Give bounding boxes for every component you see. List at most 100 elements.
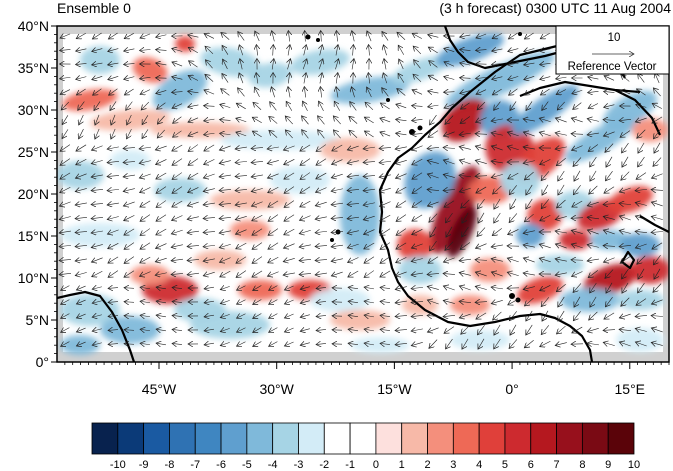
wind-vector (459, 160, 471, 164)
lat-tick-label: 35°N (18, 60, 49, 76)
wind-vector (204, 287, 214, 289)
wind-vector (92, 270, 103, 276)
wind-vector (156, 287, 166, 289)
wind-vector (476, 77, 487, 78)
wind-vector (603, 257, 615, 262)
wind-vector (252, 270, 263, 277)
wind-vector (107, 189, 119, 190)
wind-vector (127, 114, 132, 125)
wind-vector (429, 61, 438, 68)
anomaly-blob (632, 118, 668, 142)
wind-vector (123, 161, 135, 162)
wind-vector (75, 231, 88, 232)
wind-vector (475, 117, 487, 123)
wind-vector (622, 268, 629, 279)
wind-vector (300, 315, 310, 318)
wind-vector (236, 256, 247, 263)
wind-vector (188, 75, 199, 81)
wind-vector (172, 215, 183, 220)
wind-vector (172, 186, 183, 194)
wind-vector (603, 342, 615, 345)
anomaly-blob (500, 162, 540, 198)
wind-vector (300, 329, 310, 332)
wind-vector (619, 314, 631, 318)
wind-vector (219, 244, 231, 247)
wind-vector (590, 282, 597, 293)
wind-vector (654, 142, 661, 153)
wind-vector (92, 287, 102, 290)
wind-vector (172, 301, 183, 302)
wind-vector (574, 296, 581, 307)
wind-vector (204, 144, 215, 151)
wind-vector (60, 158, 71, 166)
wind-vector (395, 160, 407, 163)
wind-vector (273, 45, 274, 56)
wind-vector (267, 147, 279, 149)
wind-vector (412, 214, 423, 221)
wind-vector (508, 32, 518, 39)
wind-vector (348, 257, 359, 262)
wind-vector (235, 216, 247, 219)
wind-vector (380, 287, 390, 288)
wind-vector (380, 214, 391, 221)
wind-vector (336, 87, 338, 98)
wind-vector (556, 325, 566, 334)
wind-vector (380, 118, 391, 122)
wind-vector (284, 286, 294, 290)
wind-vector (221, 89, 230, 96)
wind-vector (252, 131, 262, 138)
wind-vector (140, 89, 151, 95)
wind-vector (651, 299, 663, 304)
colorbar-swatch (349, 422, 377, 455)
wind-vector (171, 273, 184, 274)
wind-vector (269, 341, 278, 347)
wind-vector (444, 48, 455, 51)
colorbar-label: 9 (605, 459, 611, 471)
wind-vector (427, 147, 439, 148)
wind-vector (204, 106, 215, 107)
lon-tick-label: 15°W (377, 381, 412, 397)
wind-vector (107, 203, 119, 205)
wind-vector (444, 326, 455, 334)
wind-vector (380, 228, 391, 236)
wind-vector (605, 170, 613, 181)
wind-vector (638, 142, 645, 153)
wind-vector (141, 101, 150, 110)
wind-vector (652, 242, 663, 249)
wind-vector (60, 34, 71, 38)
colorbar-swatch (530, 422, 557, 455)
wind-vector (107, 230, 119, 234)
wind-vector (540, 159, 551, 164)
wind-vector (477, 227, 486, 237)
wind-vector (107, 147, 119, 149)
wind-vector (140, 77, 151, 78)
wind-vector (92, 49, 103, 52)
wind-vector (219, 161, 231, 164)
wind-vector (304, 87, 305, 98)
wind-vector (188, 91, 199, 93)
wind-vector (156, 243, 167, 249)
wind-vector (61, 341, 70, 347)
wind-vector (187, 273, 199, 275)
wind-vector (61, 285, 70, 291)
anomaly-blob (630, 256, 669, 284)
wind-vector (252, 256, 263, 264)
wind-vector (347, 244, 359, 248)
wind-vector (171, 259, 183, 261)
wind-vector (590, 170, 597, 181)
wind-vector (638, 282, 645, 293)
wind-vector (204, 159, 215, 164)
wind-vector (363, 189, 375, 191)
wind-vector (124, 256, 135, 264)
wind-vector (62, 115, 69, 124)
wind-vector (523, 273, 535, 275)
wind-vector (300, 301, 310, 304)
wind-vector (523, 132, 535, 136)
wind-vector (363, 216, 375, 220)
colorbar-label: 0 (373, 459, 379, 471)
wind-vector (288, 31, 289, 42)
wind-vector (140, 256, 151, 263)
wind-vector (491, 174, 503, 177)
wind-vector (540, 77, 551, 80)
wind-vector (220, 300, 230, 303)
